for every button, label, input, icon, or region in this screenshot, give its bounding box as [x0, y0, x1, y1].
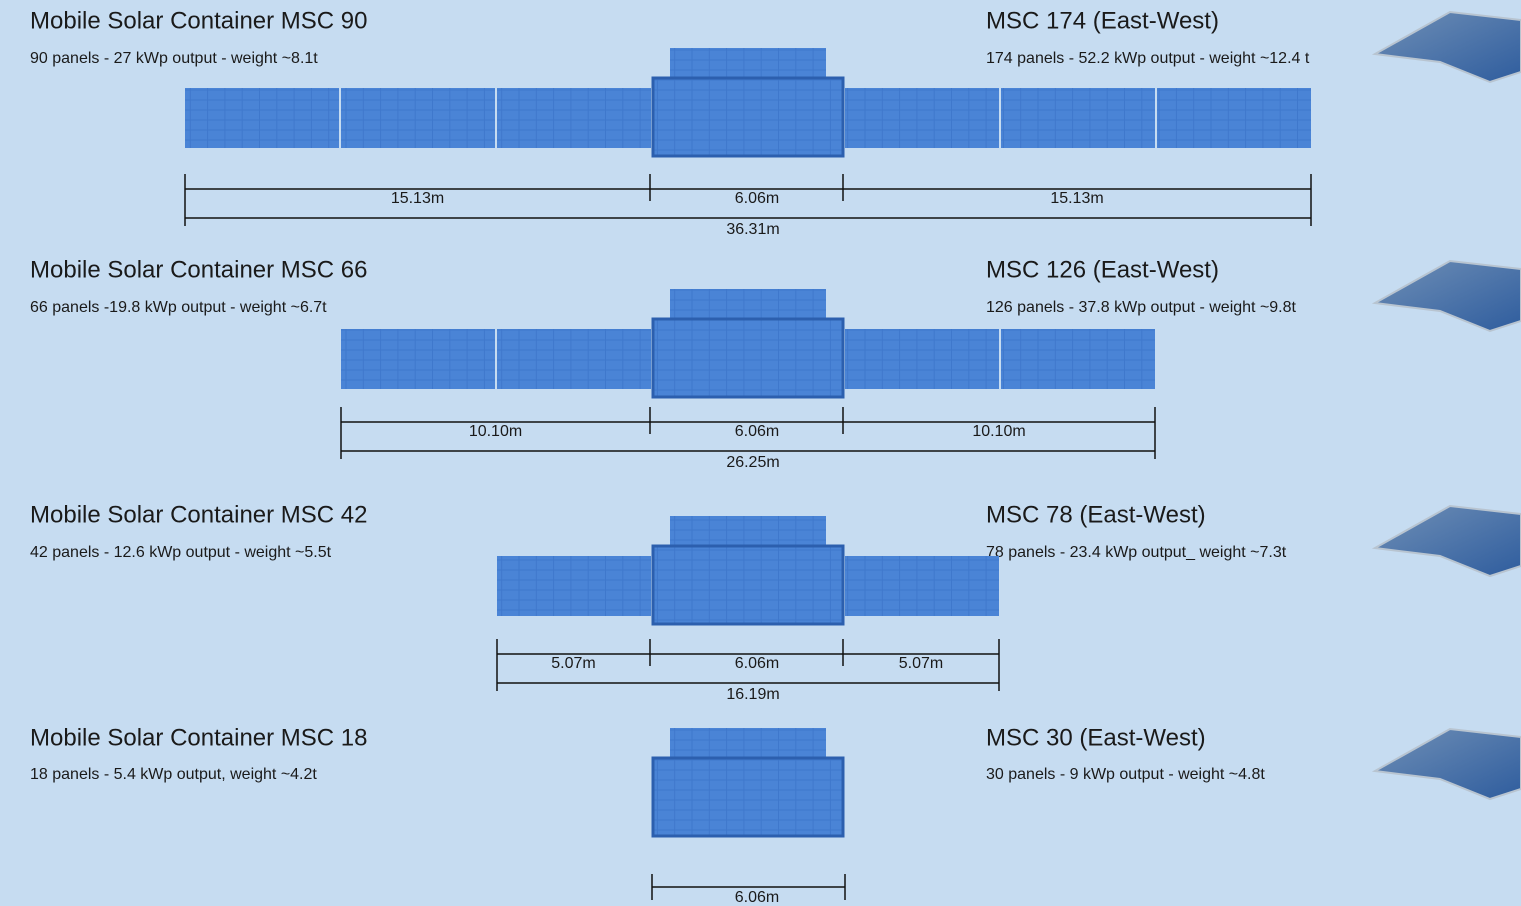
- container-top-panel: [670, 289, 826, 321]
- ew-icon: [1371, 259, 1521, 333]
- container-top-panel: [670, 728, 826, 760]
- ew-icon: [1371, 10, 1521, 84]
- solar-panel: [1157, 88, 1311, 148]
- container: [651, 544, 845, 626]
- ew-icon: [1371, 727, 1521, 801]
- dim-label: 15.13m: [391, 190, 444, 207]
- dim-label: 6.06m: [735, 889, 779, 906]
- container-top-panel: [670, 516, 826, 548]
- dim-label: 6.06m: [735, 655, 779, 672]
- solar-panel: [845, 88, 999, 148]
- dim-label: 6.06m: [735, 190, 779, 207]
- container-top-panel: [670, 48, 826, 80]
- solar-panel: [1001, 329, 1155, 389]
- solar-panel: [1001, 88, 1155, 148]
- solar-panel: [341, 329, 495, 389]
- title: Mobile Solar Container MSC 66: [30, 256, 368, 283]
- dim-label: 15.13m: [1050, 190, 1103, 207]
- ew-specs: 30 panels - 9 kWp output - weight ~4.8t: [986, 766, 1265, 783]
- title: Mobile Solar Container MSC 42: [30, 501, 368, 528]
- dim-label: 6.06m: [735, 423, 779, 440]
- specs: 18 panels - 5.4 kWp output, weight ~4.2t: [30, 766, 317, 783]
- solar-panel: [497, 329, 651, 389]
- ew-icon: [1371, 504, 1521, 578]
- solar-panel: [497, 556, 651, 616]
- ew-specs: 126 panels - 37.8 kWp output - weight ~9…: [986, 299, 1297, 316]
- title: Mobile Solar Container MSC 90: [30, 7, 368, 34]
- solar-panel: [845, 329, 999, 389]
- container: [651, 76, 845, 158]
- ew-title: MSC 78 (East-West): [986, 501, 1206, 528]
- dim-label: 10.10m: [469, 423, 522, 440]
- dim-label: 5.07m: [551, 655, 595, 672]
- solar-panel: [341, 88, 495, 148]
- solar-panel: [497, 88, 651, 148]
- dim-label: 16.19m: [726, 686, 779, 703]
- dim-label: 5.07m: [899, 655, 943, 672]
- ew-title: MSC 30 (East-West): [986, 724, 1206, 751]
- dim-label: 26.25m: [726, 454, 779, 471]
- specs: 90 panels - 27 kWp output - weight ~8.1t: [30, 50, 318, 67]
- specs: 66 panels -19.8 kWp output - weight ~6.7…: [30, 299, 327, 316]
- ew-title: MSC 126 (East-West): [986, 256, 1219, 283]
- ew-title: MSC 174 (East-West): [986, 7, 1219, 34]
- specs: 42 panels - 12.6 kWp output - weight ~5.…: [30, 544, 332, 561]
- ew-specs: 174 panels - 52.2 kWp output - weight ~1…: [986, 50, 1310, 67]
- dim-label: 36.31m: [726, 221, 779, 238]
- ew-specs: 78 panels - 23.4 kWp output_ weight ~7.3…: [986, 544, 1287, 561]
- container: [651, 756, 845, 838]
- solar-panel: [845, 556, 999, 616]
- dim-label: 10.10m: [972, 423, 1025, 440]
- container: [651, 317, 845, 399]
- solar-panel: [185, 88, 339, 148]
- title: Mobile Solar Container MSC 18: [30, 724, 368, 751]
